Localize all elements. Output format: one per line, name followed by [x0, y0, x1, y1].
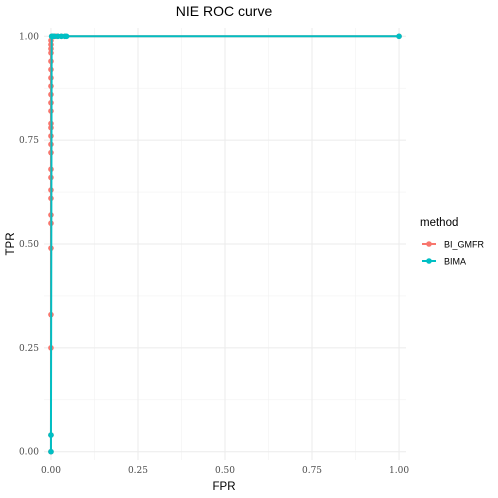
- legend-label: BI_GMFR: [444, 240, 485, 250]
- series-bima: [48, 33, 402, 455]
- chart-title: NIE ROC curve: [176, 3, 273, 19]
- series-layer: [48, 33, 402, 455]
- y-tick-label: 0.75: [19, 136, 39, 146]
- x-axis-title: FPR: [213, 481, 236, 493]
- data-point: [48, 432, 54, 438]
- legend-key-bima: BIMA: [422, 257, 466, 267]
- data-point: [48, 448, 54, 455]
- y-tick-label: 1.00: [19, 32, 39, 42]
- x-tick-label: 1.00: [389, 466, 409, 476]
- y-axis-ticks: 0.00 0.25 0.50 0.75 1.00: [19, 32, 39, 457]
- y-tick-label: 0.25: [19, 344, 39, 354]
- y-tick-label: 0.50: [19, 240, 39, 250]
- x-tick-label: 0.25: [128, 466, 148, 476]
- legend-label: BIMA: [444, 257, 466, 267]
- x-tick-label: 0.00: [41, 466, 61, 476]
- x-tick-label: 0.75: [302, 466, 322, 476]
- legend-title: method: [420, 217, 458, 229]
- legend-swatch-point: [426, 258, 432, 264]
- data-point: [63, 33, 70, 40]
- y-axis-title: TPR: [5, 233, 17, 256]
- major-gridlines: [44, 28, 406, 460]
- x-tick-label: 0.50: [215, 466, 235, 476]
- legend-key-bi-gmfr: BI_GMFR: [422, 240, 485, 250]
- legend: method BI_GMFR BIMA: [420, 217, 485, 267]
- data-point: [396, 33, 402, 40]
- x-axis-ticks: 0.00 0.25 0.50 0.75 1.00: [41, 466, 409, 476]
- legend-swatch-point: [426, 241, 432, 247]
- y-tick-label: 0.00: [19, 448, 39, 458]
